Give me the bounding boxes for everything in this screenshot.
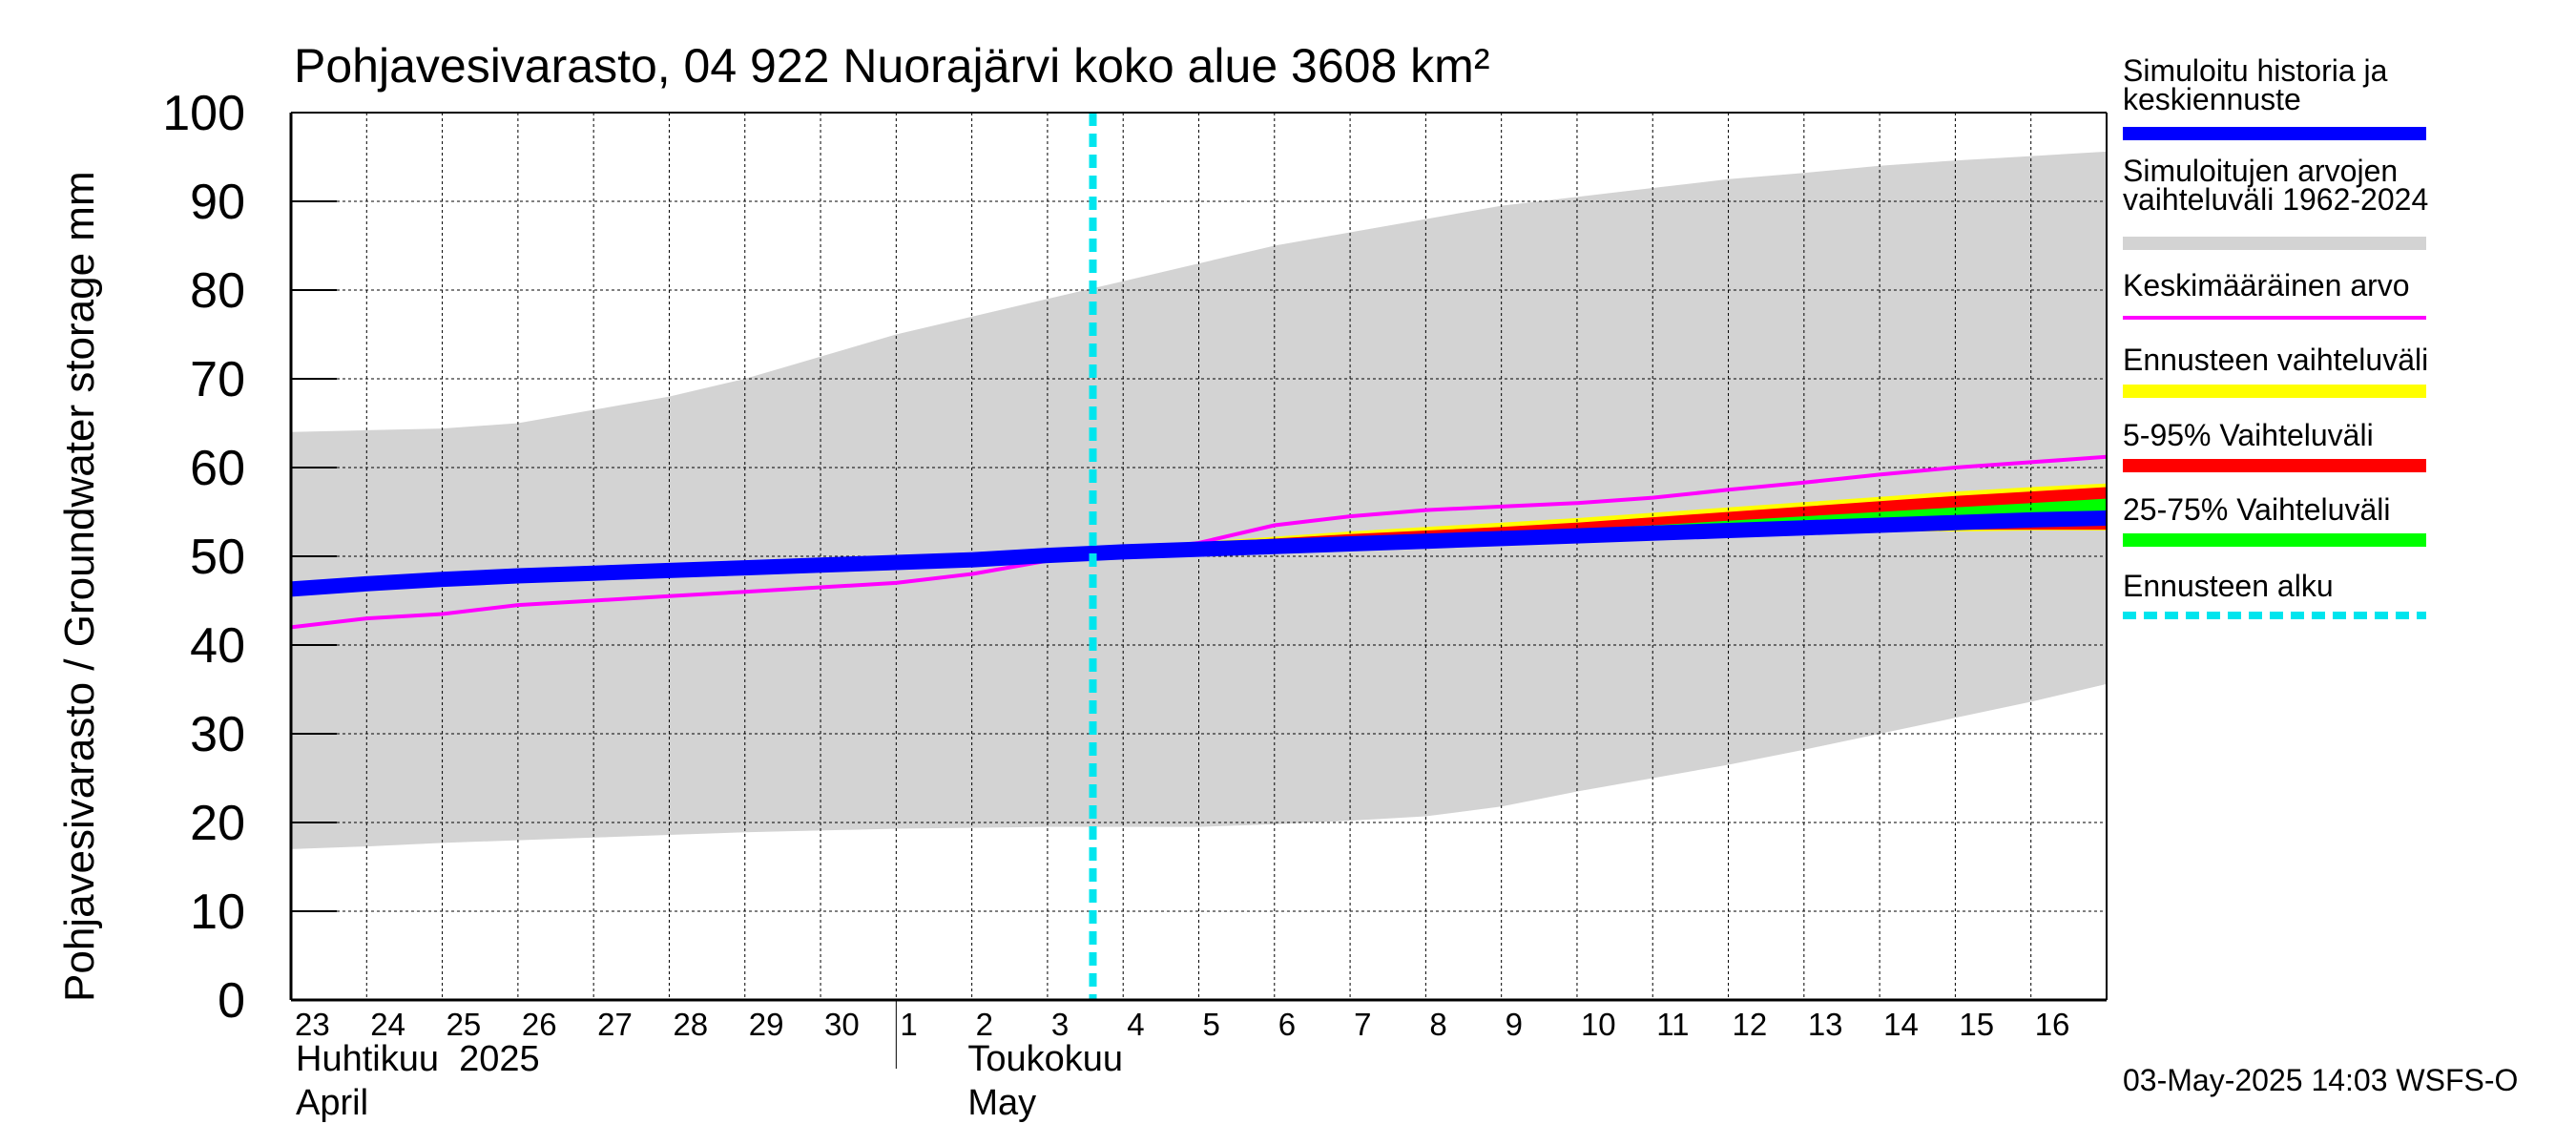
legend-label: Simuloitu historia ja bbox=[2123, 53, 2388, 88]
grid bbox=[291, 112, 2107, 1000]
x-tick-label: 16 bbox=[2035, 1007, 2070, 1042]
legend-label: Ennusteen alku bbox=[2123, 569, 2334, 603]
x-tick-label: 3 bbox=[1051, 1007, 1069, 1042]
y-tick-label: 80 bbox=[190, 263, 245, 319]
x-tick-label: 8 bbox=[1429, 1007, 1446, 1042]
x-tick-label: 27 bbox=[597, 1007, 633, 1042]
history-forecast-line bbox=[290, 510, 2108, 597]
x-tick-label: 2 bbox=[976, 1007, 993, 1042]
footer-timestamp: 03-May-2025 14:03 WSFS-O bbox=[2123, 1063, 2518, 1097]
y-tick-label: 0 bbox=[218, 973, 245, 1029]
x-tick-label: 11 bbox=[1656, 1007, 1689, 1042]
y-tick-label: 30 bbox=[190, 707, 245, 762]
x-tick-label: 29 bbox=[749, 1007, 784, 1042]
x-tick-label: 12 bbox=[1733, 1007, 1768, 1042]
x-tick-label: 26 bbox=[522, 1007, 557, 1042]
x-tick-label: 23 bbox=[295, 1007, 330, 1042]
x-tick-label: 1 bbox=[900, 1007, 917, 1042]
month-label-fi: Toukokuu bbox=[967, 1039, 1123, 1079]
x-tick-label: 28 bbox=[673, 1007, 708, 1042]
month-label-en: May bbox=[967, 1083, 1036, 1123]
legend-label: Simuloitujen arvojen bbox=[2123, 154, 2398, 188]
y-tick-label: 10 bbox=[190, 885, 245, 940]
y-tick-label: 100 bbox=[162, 86, 245, 141]
x-tick-label: 25 bbox=[447, 1007, 482, 1042]
legend-label: Keskimääräinen arvo bbox=[2123, 268, 2410, 302]
x-tick-label: 14 bbox=[1883, 1007, 1919, 1042]
legend-label: keskiennuste bbox=[2123, 82, 2301, 116]
legend-label: Ennusteen vaihteluväli bbox=[2123, 343, 2428, 377]
y-tick-label: 20 bbox=[190, 796, 245, 851]
legend-label: 25-75% Vaihteluväli bbox=[2123, 492, 2390, 527]
series-lines bbox=[290, 113, 2108, 1000]
chart-title: Pohjavesivarasto, 04 922 Nuorajärvi koko… bbox=[294, 39, 1489, 93]
x-tick-label: 4 bbox=[1127, 1007, 1144, 1042]
x-tick-label: 7 bbox=[1354, 1007, 1371, 1042]
month-label-fi: Huhtikuu 2025 bbox=[296, 1039, 540, 1079]
y-tick-label: 70 bbox=[190, 352, 245, 407]
x-tick-label: 9 bbox=[1506, 1007, 1523, 1042]
x-tick-label: 24 bbox=[370, 1007, 405, 1042]
y-tick-label: 90 bbox=[190, 175, 245, 230]
y-tick-label: 40 bbox=[190, 618, 245, 674]
y-tick-label: 50 bbox=[190, 530, 245, 585]
legend-label: 5-95% Vaihteluväli bbox=[2123, 418, 2374, 452]
x-tick-label: 5 bbox=[1203, 1007, 1220, 1042]
y-tick-label: 60 bbox=[190, 441, 245, 496]
month-label-en: April bbox=[296, 1083, 368, 1123]
x-tick-label: 10 bbox=[1581, 1007, 1616, 1042]
x-tick-label: 13 bbox=[1808, 1007, 1843, 1042]
x-tick-label: 15 bbox=[1959, 1007, 1994, 1042]
x-tick-label: 6 bbox=[1278, 1007, 1296, 1042]
legend-label: vaihteluväli 1962-2024 bbox=[2123, 182, 2428, 217]
x-tick-label: 30 bbox=[824, 1007, 860, 1042]
y-axis-label: Pohjavesivarasto / Groundwater storage m… bbox=[56, 171, 103, 1002]
